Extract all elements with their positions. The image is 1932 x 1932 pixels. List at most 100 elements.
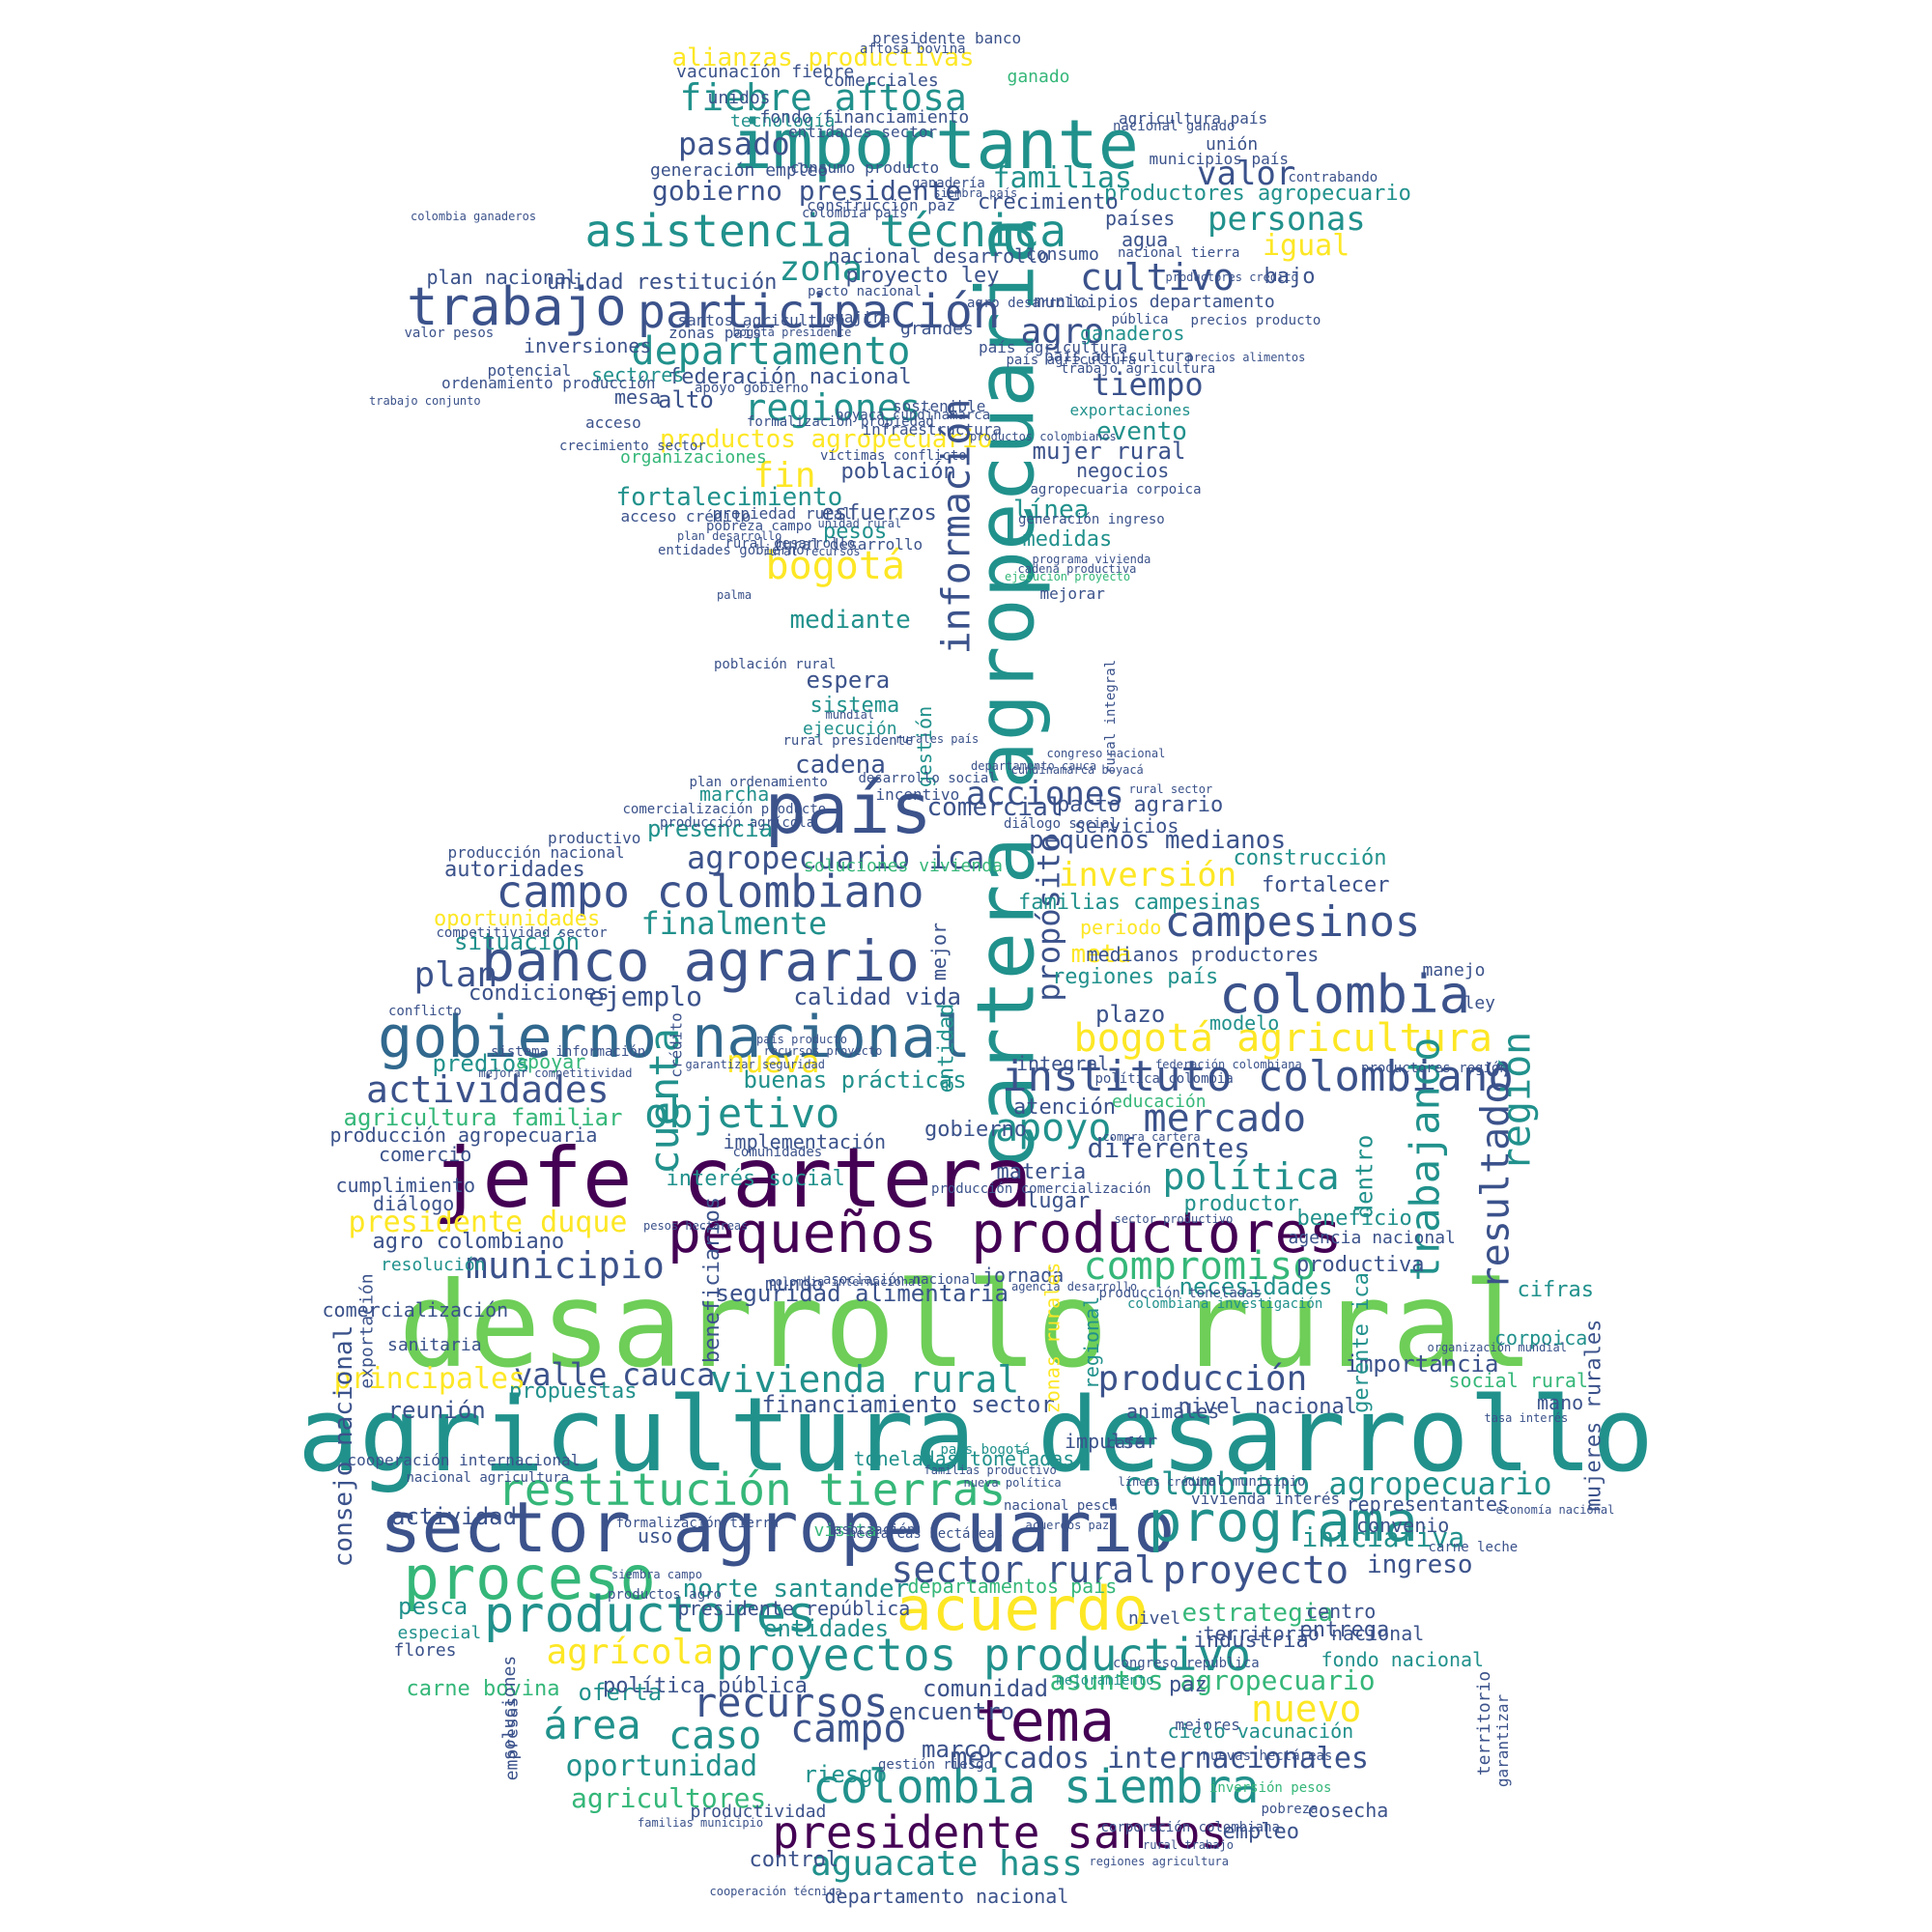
word-situacion: situación xyxy=(454,928,581,955)
word-pais-agricultura-3: país agricultura xyxy=(1006,353,1137,368)
word-oportunidad: oportunidad xyxy=(565,1749,758,1783)
word-competitividad-sector: competitividad sector xyxy=(436,925,608,941)
word-productores-credito: productores crédito xyxy=(1165,270,1298,284)
word-colombia-pais: colombia país xyxy=(802,206,908,221)
word-nivel-nacional: nivel nacional xyxy=(1178,1395,1357,1419)
word-rural-sector: rural sector xyxy=(1128,782,1213,796)
word-pobreza-campo: pobreza campo xyxy=(706,519,812,534)
word-cauca: cauca xyxy=(622,1356,716,1393)
word-marco: marco xyxy=(922,1736,992,1763)
word-crecimiento-sector: crecimiento sector xyxy=(559,439,706,454)
word-hectareas-hectareas: hectáreas hectáreas xyxy=(848,1526,1004,1542)
word-unidad-rural: unidad rural xyxy=(817,517,902,530)
word-medianos-productores: medianos productores xyxy=(1086,943,1320,966)
word-toneladas-toneladas: toneladas toneladas xyxy=(853,1447,1075,1470)
word-educacion: educación xyxy=(1112,1092,1207,1112)
word-compromiso: compromiso xyxy=(1083,1244,1317,1289)
word-economia-nacional: economía nacional xyxy=(1495,1503,1615,1517)
word-municipio: municipio xyxy=(466,1244,665,1287)
word-siembra-campo: siembra campo xyxy=(611,1568,702,1581)
word-regional: regional xyxy=(1080,1295,1104,1390)
word-productores-region: productores región xyxy=(1361,1061,1508,1076)
word-comercializacion: comercialización xyxy=(322,1298,509,1321)
word-dentro: dentro xyxy=(1350,1134,1378,1219)
word-necesidades: necesidades xyxy=(1179,1273,1333,1300)
word-visita: visita xyxy=(813,1520,877,1541)
word-jefe-cartera: jefe cartera xyxy=(432,1130,1033,1227)
word-pais-agricultura: país agricultura xyxy=(979,338,1128,356)
word-pais-agricultura-2: país agricultura xyxy=(1044,347,1194,365)
word-rural-presidente: rural presidente xyxy=(782,733,914,749)
word-finalmente: finalmente xyxy=(640,905,828,942)
word-mediante: mediante xyxy=(789,606,911,635)
word-fiebre-aftosa: fiebre aftosa xyxy=(679,76,967,119)
word-produccion-agricola: producción agrícola xyxy=(660,815,815,831)
word-familias-municipio: familias municipio xyxy=(638,1816,764,1830)
word-interes-social: interés social xyxy=(666,1167,845,1191)
word-departamento-nacional: departamento nacional xyxy=(824,1885,1069,1908)
word-palma: palma xyxy=(717,588,753,602)
word-politica-colombia: política colombia xyxy=(1094,1071,1234,1087)
word-regiones: regiones xyxy=(744,386,922,429)
word-cooperacion-tecnica: cooperación técnica xyxy=(709,1885,842,1898)
word-modelo: modelo xyxy=(1209,1011,1280,1035)
word-plan-nacional: plan nacional xyxy=(426,266,579,289)
word-gerente-ica: gerente ica xyxy=(1349,1272,1374,1413)
word-apoyo: apoyo xyxy=(995,1106,1112,1151)
word-pais-producto: país producto xyxy=(756,1033,847,1046)
word-agropecuaria-corpoica: agropecuaria corpoica xyxy=(1030,482,1202,497)
word-caso: caso xyxy=(668,1714,762,1758)
word-departamentos-pais: departamentos país xyxy=(907,1575,1118,1598)
word-potencial: potencial xyxy=(487,361,572,380)
word-estrategia: estrategia xyxy=(1181,1599,1334,1628)
word-mejores: mejores xyxy=(1175,1716,1240,1734)
word-region: región xyxy=(1493,1031,1539,1172)
word-implementacion: implementación xyxy=(723,1130,887,1153)
word-contrabando: contrabando xyxy=(1288,170,1378,185)
word-reunion: reunión xyxy=(387,1397,486,1424)
word-acuerdo: acuerdo xyxy=(895,1574,1149,1644)
word-politica-publica: política pública xyxy=(603,1674,808,1698)
word-bogota-agricultura: bogotá agricultura xyxy=(1073,1016,1492,1061)
word-tecnologia: tecnología xyxy=(730,111,836,131)
word-regiones-pais: regiones país xyxy=(1052,965,1219,989)
word-garantizar: garantizar xyxy=(1493,1693,1513,1788)
word-comerciales: comerciales xyxy=(823,71,939,91)
word-convenio: convenio xyxy=(1356,1514,1450,1537)
word-medidas: medidas xyxy=(1022,527,1113,552)
word-inversiones: inversiones xyxy=(524,334,652,357)
word-mejorar: mejorar xyxy=(1039,584,1105,603)
word-soluciones-vivienda: soluciones vivienda xyxy=(804,856,1003,876)
word-unidad-restitucion: unidad restitución xyxy=(547,270,778,295)
word-productivo: productivo xyxy=(548,829,641,847)
word-compra-cartera: compra cartera xyxy=(1102,1130,1201,1144)
word-bajo: bajo xyxy=(1264,265,1316,289)
word-resolucion: resolución xyxy=(381,1255,486,1275)
word-mundial: mundial xyxy=(825,708,875,722)
word-corpoica: corpoica xyxy=(1494,1326,1588,1350)
word-construccion: construcción xyxy=(1233,846,1387,870)
word-colombiano-agropecuario: colombiano agropecuario xyxy=(1123,1465,1552,1502)
word-organizacion-mundial: organización mundial xyxy=(1427,1341,1568,1354)
word-proyecto-ley: proyecto ley xyxy=(845,264,1000,288)
word-pesos: pesos xyxy=(823,520,888,544)
word-agricultores: agricultores xyxy=(571,1782,767,1814)
word-campo-colombiano: campo colombiano xyxy=(496,866,924,918)
word-colombia-internacional: colombia internacional xyxy=(768,1275,923,1289)
word-actividad: actividad xyxy=(391,1503,518,1530)
word-comercial: comercial xyxy=(926,793,1064,822)
word-ejecucion: ejecución xyxy=(803,719,897,739)
word-materia: materia xyxy=(996,1160,1087,1184)
word-agricola: agrícola xyxy=(546,1633,714,1672)
word-acuerdos-paz: acuerdos paz xyxy=(1025,1519,1110,1532)
word-cosecha: cosecha xyxy=(1307,1799,1389,1822)
word-aftosa-bovina: aftosa bovina xyxy=(860,42,966,57)
word-nacional-ganado: nacional ganado xyxy=(1113,119,1236,134)
word-agro: agro xyxy=(1020,312,1105,352)
word-desarrollo-rural: desarrollo rural xyxy=(398,1257,1534,1394)
word-cafe: café xyxy=(1106,1434,1145,1452)
word-pacto-agrario: pacto agrario xyxy=(1057,793,1224,817)
word-recursos: recursos xyxy=(693,1679,889,1726)
word-animales: animales xyxy=(1126,1400,1220,1423)
word-gobierno-presidente: gobierno presidente xyxy=(652,175,962,207)
